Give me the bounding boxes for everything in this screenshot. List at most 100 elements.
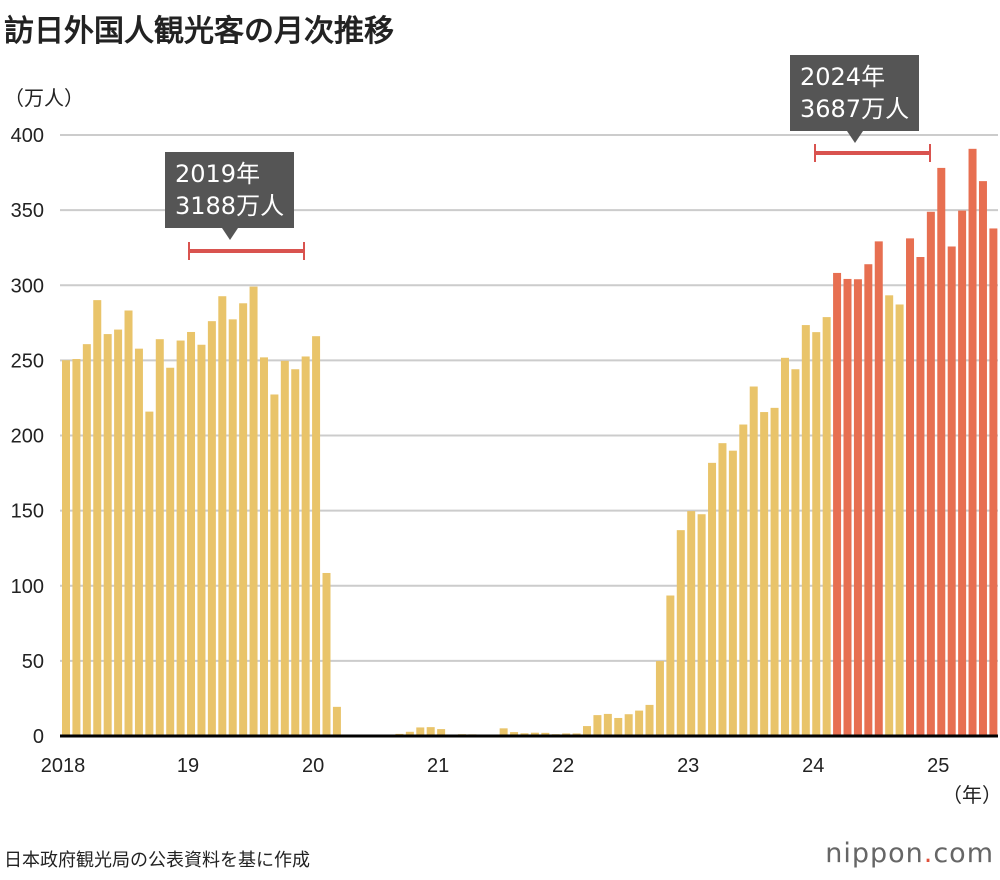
bar (760, 412, 769, 736)
bar (332, 706, 341, 736)
bar (291, 369, 300, 736)
bar (718, 443, 727, 736)
bar (853, 279, 862, 736)
x-tick-label: 22 (552, 755, 574, 777)
bar (207, 321, 216, 736)
bar (822, 317, 831, 736)
y-tick-label: 300 (11, 275, 44, 297)
bar (906, 238, 915, 736)
bar (312, 336, 321, 736)
annotation-year: 2024年 (800, 63, 886, 91)
source-note: 日本政府観光局の公表資料を基に作成 (4, 850, 310, 871)
bar (145, 411, 154, 736)
bar (187, 331, 196, 736)
annotation-2019: 2019年 3188万人 (165, 152, 295, 240)
bar (405, 731, 414, 736)
x-tick-label: 23 (677, 755, 699, 777)
bar (510, 732, 519, 736)
bar (666, 595, 675, 736)
bar (968, 148, 977, 736)
bar (655, 661, 664, 736)
annotation-total: 3188万人 (175, 192, 285, 220)
bar (416, 727, 425, 736)
bar (978, 181, 987, 736)
bar (72, 359, 81, 736)
y-axis-unit: （万人） (4, 86, 84, 110)
bar (635, 710, 644, 736)
bar (614, 717, 623, 736)
x-axis-unit: （年） (942, 783, 1000, 807)
bar (687, 511, 696, 736)
bar (874, 241, 883, 736)
bar (270, 394, 279, 736)
bar (926, 211, 935, 736)
bar (864, 264, 873, 736)
bar (937, 167, 946, 736)
bar (249, 286, 258, 736)
bar (728, 450, 737, 736)
bar (426, 727, 435, 736)
annotation-year: 2019年 (175, 160, 261, 188)
x-tick-label: 25 (927, 755, 949, 777)
y-tick-label: 150 (11, 501, 44, 523)
bar (843, 278, 852, 736)
y-tick-label: 250 (11, 350, 44, 372)
x-tick-label: 24 (802, 755, 824, 777)
x-tick-label: 20 (302, 755, 324, 777)
x-tick-label: 2018 (41, 755, 86, 777)
bar (676, 530, 685, 736)
bar (624, 714, 633, 736)
bar (62, 360, 70, 736)
bar (124, 310, 133, 736)
x-tick-label: 19 (177, 755, 199, 777)
bar (947, 246, 956, 736)
bar (239, 303, 248, 736)
bar (770, 407, 779, 736)
x-tick-label: 21 (427, 755, 449, 777)
bar (739, 424, 748, 736)
bar (989, 228, 998, 736)
bar (228, 319, 237, 736)
bar (833, 272, 842, 736)
annotation-total: 3687万人 (800, 95, 910, 123)
y-tick-label: 400 (11, 125, 44, 147)
y-tick-label: 50 (22, 651, 44, 673)
bar (541, 732, 550, 736)
bar (103, 334, 112, 736)
bar (895, 304, 904, 736)
y-tick-label: 200 (11, 426, 44, 448)
bar (780, 357, 789, 736)
bar (134, 348, 143, 736)
bar (301, 356, 310, 736)
bar (603, 713, 612, 736)
bar (812, 332, 821, 736)
y-tick-label: 100 (11, 576, 44, 598)
y-tick-label: 0 (33, 726, 44, 748)
bar (749, 386, 758, 736)
bar (197, 344, 206, 736)
bar (593, 715, 602, 736)
bar (708, 462, 717, 736)
bar (645, 704, 654, 736)
bar (499, 728, 508, 736)
chart-title: 訪日外国人観光客の月次推移 (4, 14, 394, 49)
bar (155, 339, 164, 736)
annotation-2024: 2024年 3687万人 (790, 55, 920, 143)
bar (916, 257, 925, 736)
bar (114, 329, 123, 736)
bar (583, 726, 591, 736)
bar (801, 325, 810, 736)
bar (958, 210, 967, 736)
bar (322, 572, 331, 736)
bar (530, 732, 539, 736)
bar (82, 344, 91, 736)
nippon-logo: nippon.com (825, 838, 994, 869)
bar (93, 300, 102, 736)
bar (697, 514, 706, 736)
bar (437, 729, 446, 736)
bar (259, 357, 268, 736)
bar (791, 369, 800, 736)
bar (176, 340, 185, 736)
